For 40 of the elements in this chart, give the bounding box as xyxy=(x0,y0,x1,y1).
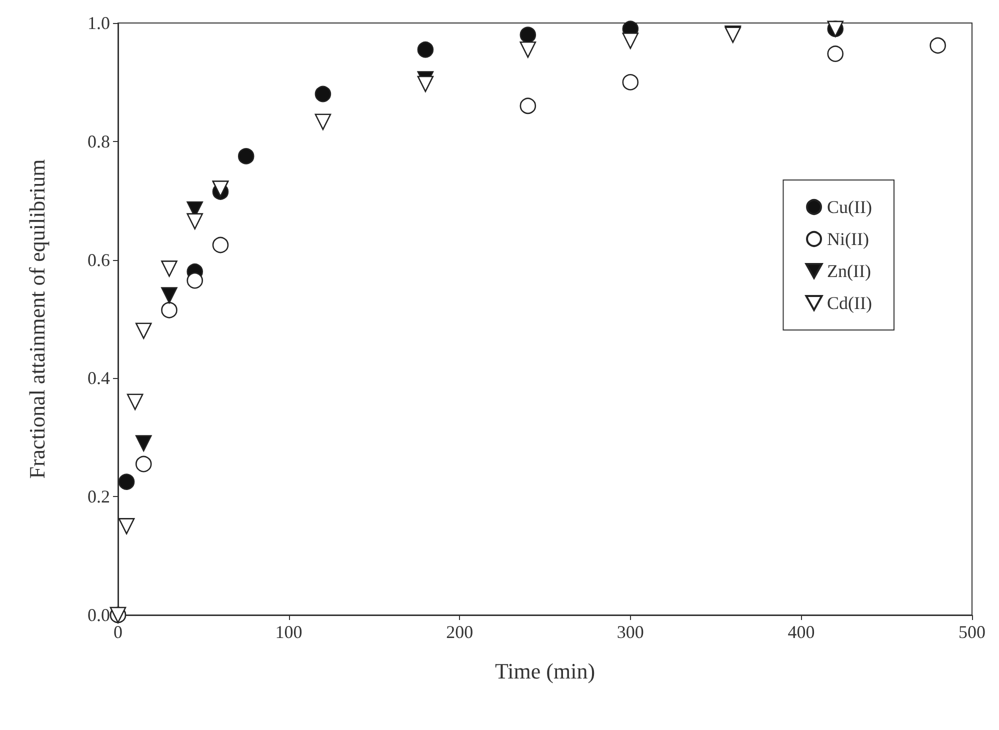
point xyxy=(135,322,152,339)
x-tick-label: 500 xyxy=(958,622,986,642)
point xyxy=(161,302,178,318)
y-tick-label: 0.8 xyxy=(88,131,110,152)
x-axis-title: Time (min) xyxy=(494,658,596,684)
point xyxy=(186,213,204,230)
legend-label: Zn(II) xyxy=(827,261,871,281)
point xyxy=(417,76,434,92)
point xyxy=(161,287,178,304)
legend-label: Cd(II) xyxy=(827,293,872,313)
y-tick-label: 0.4 xyxy=(88,368,110,388)
point xyxy=(118,474,135,490)
point xyxy=(930,37,946,54)
legend-label: Cu(II) xyxy=(827,197,872,217)
x-tick-label: 0 xyxy=(114,622,122,642)
x-tick-label: 300 xyxy=(616,622,644,642)
point xyxy=(827,46,844,62)
point xyxy=(622,74,639,90)
point xyxy=(520,98,536,114)
x-tick-label: 200 xyxy=(446,622,474,642)
point xyxy=(314,114,332,130)
point xyxy=(126,394,144,410)
y-tick-label: 0.2 xyxy=(88,486,110,507)
point xyxy=(135,435,152,452)
y-tick-label: 0.6 xyxy=(88,250,110,270)
point xyxy=(186,272,204,289)
legend-label: Ni(II) xyxy=(827,229,869,249)
point xyxy=(238,148,254,164)
y-axis-title: Fractional attainment of equilibrium xyxy=(24,159,50,479)
point xyxy=(520,26,536,43)
x-tick-label: 100 xyxy=(275,622,302,642)
point xyxy=(212,236,229,254)
y-tick-label: 1.0 xyxy=(88,13,110,33)
point xyxy=(417,41,434,58)
x-tick-label: 400 xyxy=(788,622,815,642)
point xyxy=(314,86,332,102)
y-tick-label: 0.0 xyxy=(88,605,110,625)
point xyxy=(135,456,152,472)
point xyxy=(622,32,639,49)
point xyxy=(118,518,135,534)
